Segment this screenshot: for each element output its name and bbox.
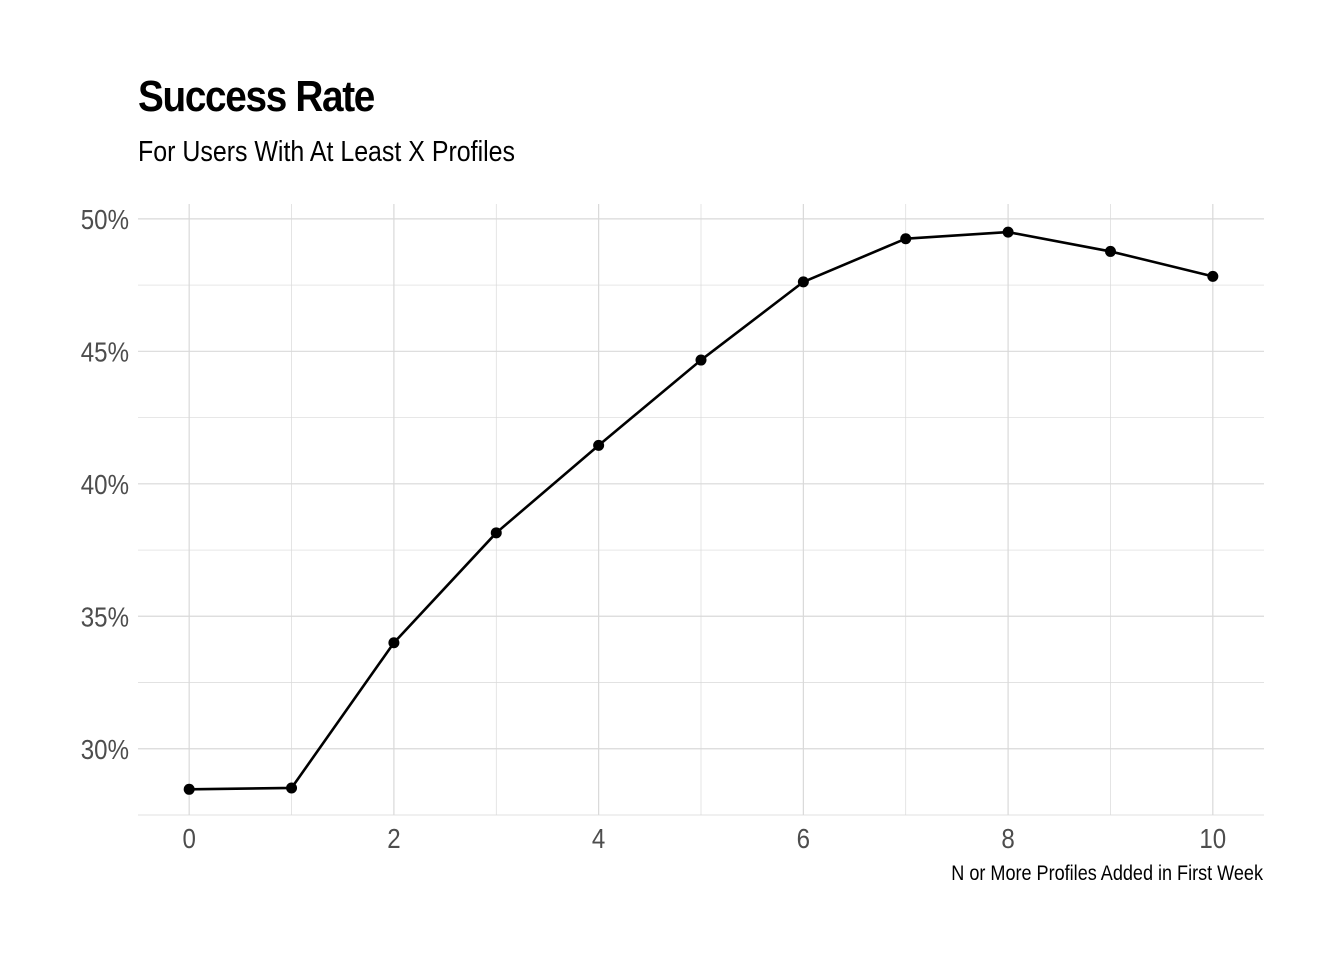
data-point: [183, 783, 195, 795]
grid-lines: [138, 204, 1264, 816]
y-tick-label: 40%: [81, 468, 129, 500]
data-point: [286, 782, 298, 794]
y-tick-label: 30%: [81, 733, 129, 765]
data-point: [1104, 245, 1116, 257]
x-tick-label: 8: [1001, 822, 1014, 854]
x-axis-title: N or More Profiles Added in First Week: [951, 862, 1263, 886]
axis-labels: N or More Profiles Added in First Week 0…: [81, 203, 1263, 885]
x-tick-label: 2: [387, 822, 400, 854]
series-layer: [183, 226, 1219, 795]
x-tick-label: 10: [1199, 822, 1226, 854]
data-point: [593, 439, 605, 451]
x-tick-label: 4: [592, 822, 605, 854]
data-point: [695, 354, 707, 366]
data-point: [388, 637, 400, 649]
y-tick-label: 35%: [81, 601, 129, 633]
data-point: [1207, 270, 1219, 282]
chart-title: Success Rate: [138, 72, 375, 121]
x-tick-label: 0: [182, 822, 195, 854]
data-point: [797, 276, 809, 288]
data-point: [490, 527, 502, 539]
y-tick-label: 45%: [81, 336, 129, 368]
data-point: [1002, 226, 1014, 238]
x-tick-label: 6: [797, 822, 810, 854]
chart-subtitle: For Users With At Least X Profiles: [138, 136, 515, 168]
y-tick-label: 50%: [81, 203, 129, 235]
data-point: [900, 233, 912, 245]
